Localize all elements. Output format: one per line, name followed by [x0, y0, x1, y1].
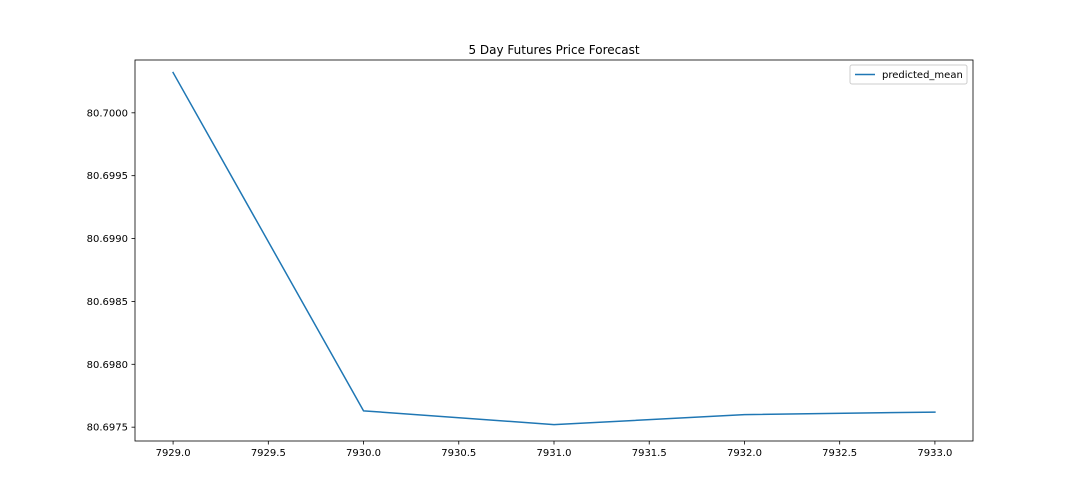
legend: predicted_mean	[849, 64, 968, 85]
x-tick-label: 7931.0	[537, 448, 572, 459]
y-tick-label: 80.6975	[87, 423, 128, 434]
x-tick-label: 7929.0	[156, 448, 191, 459]
x-tick-label: 7933.0	[917, 448, 952, 459]
x-tick-label: 7930.0	[346, 448, 381, 459]
x-tick-label: 7932.5	[822, 448, 857, 459]
series-line-predicted-mean	[172, 71, 936, 426]
y-tick-label: 80.7000	[87, 108, 128, 119]
x-tick-label: 7932.0	[727, 448, 762, 459]
chart-title: 5 Day Futures Price Forecast	[468, 43, 639, 57]
y-tick-label: 80.6980	[87, 360, 128, 371]
plot-background	[135, 60, 973, 441]
legend-label-predicted-mean: predicted_mean	[882, 70, 963, 81]
y-tick-label: 80.6995	[87, 171, 128, 182]
x-tick-label: 7931.5	[632, 448, 667, 459]
x-axis: 7929.0 7929.5 7930.0 7930.5 7931.0 7931.5 7932…	[156, 441, 952, 459]
legend-box	[849, 64, 968, 85]
y-axis: 80.6975 80.6980 80.6985 80.6990 80.6995 80.70…	[87, 108, 135, 434]
y-tick-label: 80.6985	[87, 297, 128, 308]
x-tick-label: 7929.5	[251, 448, 286, 459]
x-tick-label: 7930.5	[441, 448, 476, 459]
plot-area	[134, 59, 974, 442]
y-tick-label: 80.6990	[87, 234, 128, 245]
series-layer	[172, 71, 936, 426]
